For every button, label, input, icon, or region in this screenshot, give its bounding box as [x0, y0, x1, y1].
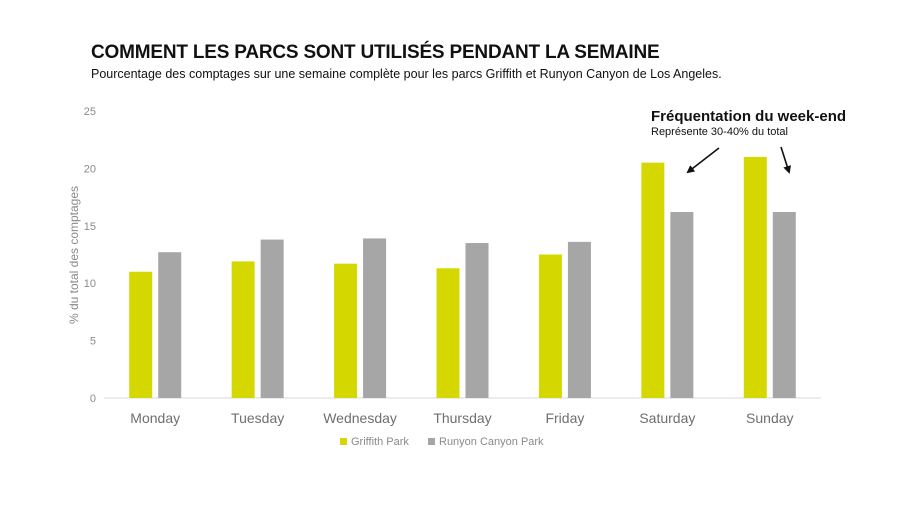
y-tick-label: 10: [84, 278, 96, 290]
bar-runyon-canyon-park-monday: [158, 252, 182, 398]
y-tick-label: 0: [90, 393, 96, 405]
x-tick-label: Saturday: [639, 410, 695, 426]
bar-runyon-canyon-park-friday: [567, 241, 591, 398]
bar-griffith-park-tuesday: [231, 261, 255, 398]
annotation-arrow-sunday: [780, 146, 791, 174]
legend-swatch: [340, 438, 347, 445]
bar-runyon-canyon-park-saturday: [670, 212, 694, 398]
bar-runyon-canyon-park-wednesday: [363, 238, 387, 398]
y-tick-label: 5: [90, 336, 96, 348]
y-tick-label: 15: [84, 221, 96, 233]
annotation-title: Fréquentation du week-end: [651, 108, 846, 125]
bar-griffith-park-wednesday: [334, 263, 358, 398]
y-axis-title: % du total des comptages: [67, 186, 81, 324]
bar-griffith-park-sunday: [743, 156, 767, 398]
bar-runyon-canyon-park-thursday: [465, 243, 489, 398]
bar-runyon-canyon-park-sunday: [772, 212, 796, 398]
x-axis: Monday Tuesday Wednesday Thursday Friday Satu…: [130, 410, 793, 426]
x-tick-label: Wednesday: [323, 410, 397, 426]
y-axis: 0 5 10 15 20 25: [84, 106, 96, 405]
bar-griffith-park-saturday: [641, 162, 665, 398]
bar-griffith-park-monday: [129, 271, 153, 398]
x-tick-label: Tuesday: [231, 410, 284, 426]
y-tick-label: 25: [84, 106, 96, 118]
legend: Griffith Park Runyon Canyon Park: [340, 436, 544, 448]
bar-runyon-canyon-park-tuesday: [260, 239, 284, 398]
x-tick-label: Sunday: [746, 410, 793, 426]
bar-griffith-park-thursday: [436, 268, 460, 398]
legend-label: Runyon Canyon Park: [439, 436, 544, 448]
legend-swatch: [428, 438, 435, 445]
x-tick-label: Monday: [130, 410, 180, 426]
y-tick-label: 20: [84, 163, 96, 175]
bars-group: [129, 156, 796, 398]
chart-title: COMMENT LES PARCS SONT UTILISÉS PENDANT …: [91, 42, 660, 63]
x-tick-label: Friday: [545, 410, 584, 426]
annotation-arrow-saturday: [686, 147, 720, 174]
bar-griffith-park-friday: [538, 254, 562, 398]
chart-subtitle: Pourcentage des comptages sur une semain…: [91, 67, 722, 81]
legend-label: Griffith Park: [351, 436, 409, 448]
x-tick-label: Thursday: [433, 410, 491, 426]
annotation-subtitle: Représente 30-40% du total: [651, 126, 788, 138]
